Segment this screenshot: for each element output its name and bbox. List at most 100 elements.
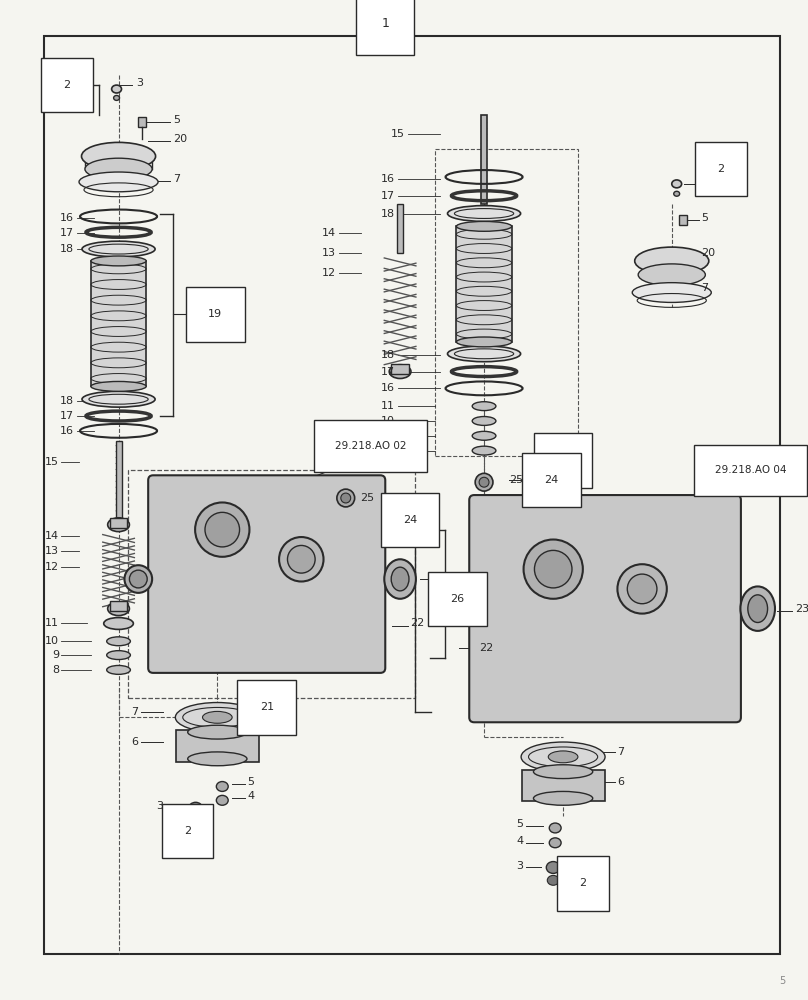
Ellipse shape: [187, 725, 247, 739]
Ellipse shape: [457, 221, 511, 231]
Text: 13: 13: [322, 248, 336, 258]
Ellipse shape: [475, 473, 493, 491]
Text: 8: 8: [388, 446, 395, 456]
Text: 17: 17: [381, 367, 395, 377]
Ellipse shape: [124, 565, 152, 593]
Ellipse shape: [85, 158, 152, 180]
Bar: [116, 441, 121, 520]
Ellipse shape: [217, 782, 228, 791]
Text: 20: 20: [701, 248, 716, 258]
Ellipse shape: [549, 838, 561, 848]
Text: 11: 11: [45, 618, 59, 628]
Ellipse shape: [617, 564, 667, 614]
Bar: [128, 470, 415, 698]
Ellipse shape: [385, 559, 416, 599]
Ellipse shape: [472, 446, 496, 455]
Text: 17: 17: [60, 228, 74, 238]
Ellipse shape: [187, 752, 247, 766]
Text: 26: 26: [450, 594, 465, 604]
Ellipse shape: [547, 875, 559, 885]
Ellipse shape: [107, 637, 130, 646]
FancyBboxPatch shape: [469, 495, 741, 722]
Bar: [176, 730, 259, 762]
Text: 14: 14: [45, 531, 59, 541]
Ellipse shape: [337, 489, 355, 507]
Bar: [435, 149, 578, 456]
Text: 24: 24: [403, 515, 417, 525]
Ellipse shape: [129, 570, 147, 588]
Text: 18: 18: [60, 396, 74, 406]
Bar: [679, 215, 687, 225]
Ellipse shape: [103, 618, 133, 629]
Ellipse shape: [195, 502, 250, 557]
Ellipse shape: [472, 417, 496, 425]
Text: 9: 9: [388, 431, 395, 441]
Text: 21: 21: [259, 702, 274, 712]
Text: 16: 16: [60, 426, 74, 436]
Text: 2: 2: [64, 80, 71, 90]
Ellipse shape: [217, 795, 228, 805]
Bar: [90, 261, 146, 386]
Text: 24: 24: [544, 475, 558, 485]
Text: 4: 4: [516, 836, 524, 846]
Text: 3: 3: [137, 78, 143, 88]
Text: 3: 3: [156, 801, 163, 811]
Text: 18: 18: [381, 209, 395, 219]
Text: 14: 14: [322, 228, 336, 238]
Ellipse shape: [533, 765, 593, 779]
Ellipse shape: [190, 813, 201, 823]
Text: 18: 18: [60, 244, 74, 254]
Text: 25: 25: [509, 475, 523, 485]
Ellipse shape: [448, 346, 520, 362]
Text: 10: 10: [45, 636, 59, 646]
Ellipse shape: [524, 540, 583, 599]
Ellipse shape: [479, 477, 489, 487]
Ellipse shape: [448, 206, 520, 221]
Ellipse shape: [391, 567, 409, 591]
Text: 23: 23: [435, 574, 448, 584]
Ellipse shape: [472, 402, 496, 411]
Text: 7: 7: [617, 747, 625, 757]
Ellipse shape: [740, 586, 775, 631]
Ellipse shape: [389, 365, 411, 378]
Bar: [391, 364, 409, 374]
Text: 11: 11: [381, 401, 395, 411]
Text: 7: 7: [131, 707, 138, 717]
Ellipse shape: [203, 711, 232, 723]
Text: 18: 18: [381, 350, 395, 360]
Bar: [138, 117, 146, 127]
Text: 6: 6: [132, 737, 138, 747]
Ellipse shape: [674, 191, 680, 196]
Text: 10: 10: [381, 416, 395, 426]
Ellipse shape: [107, 602, 129, 616]
Bar: [110, 518, 128, 528]
Ellipse shape: [279, 537, 323, 581]
Text: 8: 8: [53, 665, 59, 675]
Ellipse shape: [90, 256, 146, 266]
Ellipse shape: [627, 574, 657, 604]
Text: 19: 19: [208, 309, 222, 319]
Text: 20: 20: [173, 134, 187, 144]
Ellipse shape: [82, 142, 156, 170]
Ellipse shape: [189, 802, 203, 814]
Text: 19: 19: [556, 455, 570, 465]
Text: 1: 1: [381, 17, 389, 30]
Text: 5: 5: [779, 976, 785, 986]
Bar: [110, 601, 128, 611]
Text: 4: 4: [247, 791, 254, 801]
Ellipse shape: [549, 823, 561, 833]
Text: 23: 23: [795, 604, 808, 614]
Ellipse shape: [533, 791, 593, 805]
Ellipse shape: [82, 391, 155, 407]
Ellipse shape: [288, 545, 315, 573]
Text: 2: 2: [184, 826, 191, 836]
Text: 5: 5: [516, 819, 524, 829]
Ellipse shape: [79, 172, 158, 192]
Bar: [397, 204, 403, 253]
Ellipse shape: [107, 665, 130, 674]
Ellipse shape: [114, 95, 120, 100]
Ellipse shape: [521, 742, 605, 772]
Text: 5: 5: [701, 213, 709, 223]
Ellipse shape: [635, 247, 709, 275]
Text: 12: 12: [322, 268, 336, 278]
